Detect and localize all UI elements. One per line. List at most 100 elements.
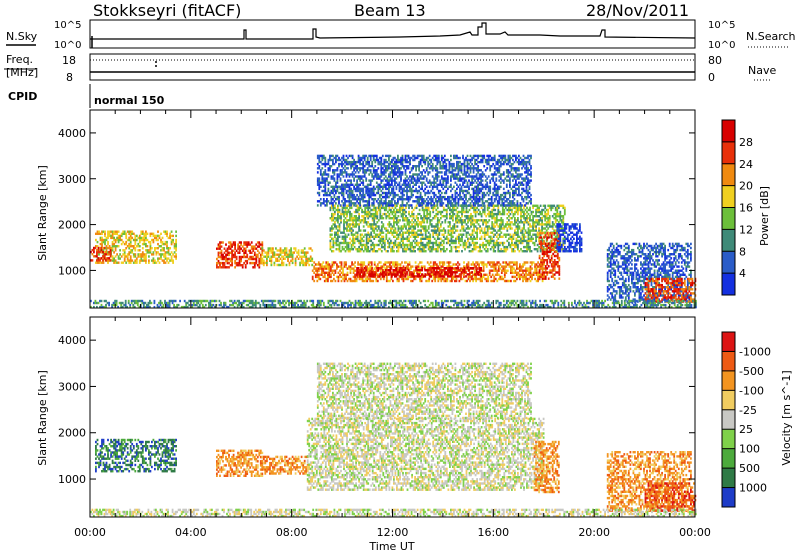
range-gate-cell — [545, 221, 548, 224]
range-gate-cell — [554, 231, 557, 234]
range-gate-cell — [350, 217, 353, 220]
range-gate-cell — [482, 263, 485, 266]
range-gate-cell — [389, 191, 392, 195]
range-gate-cell — [397, 241, 400, 245]
range-gate-cell — [515, 245, 518, 249]
range-gate-cell — [494, 250, 497, 253]
range-gate-cell — [465, 243, 468, 247]
range-gate-cell — [354, 165, 357, 168]
range-gate-cell — [114, 249, 117, 252]
range-gate-cell — [541, 208, 543, 212]
range-gate-cell — [456, 219, 459, 222]
range-gate-cell — [402, 215, 404, 218]
range-gate-cell — [459, 239, 462, 243]
range-gate-cell — [337, 219, 339, 222]
range-gate-cell — [373, 231, 376, 234]
range-gate-cell — [495, 243, 498, 247]
range-gate-cell — [492, 239, 495, 243]
range-gate-cell — [426, 279, 429, 283]
range-gate-cell — [331, 279, 334, 283]
range-gate-cell — [349, 223, 351, 226]
range-gate-cell — [525, 273, 527, 276]
range-gate-cell — [373, 219, 376, 222]
range-gate-cell — [418, 177, 420, 180]
range-gate-cell — [342, 191, 345, 195]
range-gate-cell — [381, 269, 384, 272]
range-gate-cell — [427, 239, 430, 243]
range-gate-cell — [273, 251, 276, 254]
range-gate-cell — [413, 271, 415, 274]
range-gate-cell — [345, 171, 348, 174]
range-gate-cell — [220, 241, 223, 244]
range-gate-cell — [152, 251, 155, 254]
range-gate-cell — [313, 265, 316, 268]
range-gate-cell — [338, 156, 340, 160]
range-gate-cell — [562, 237, 565, 240]
range-gate-cell — [226, 257, 229, 261]
range-gate-cell — [548, 223, 551, 226]
range-gate-cell — [359, 275, 361, 278]
range-gate-cell — [397, 154, 399, 158]
range-gate-cell — [393, 229, 395, 232]
range-gate-cell — [337, 221, 339, 224]
range-gate-cell — [371, 202, 374, 205]
range-gate-cell — [438, 210, 441, 214]
range-gate-cell — [458, 215, 460, 218]
range-gate-cell — [294, 247, 297, 250]
range-gate-cell — [269, 247, 271, 250]
range-gate-cell — [364, 229, 367, 232]
range-gate-cell — [108, 246, 110, 250]
range-gate-cell — [408, 229, 410, 232]
range-gate-cell — [384, 263, 387, 266]
range-gate-cell — [390, 267, 393, 270]
range-gate-cell — [111, 257, 114, 260]
range-gate-cell — [432, 231, 435, 234]
range-gate-cell — [556, 210, 559, 214]
range-gate-cell — [169, 259, 171, 262]
range-gate-cell — [471, 219, 474, 222]
range-gate-cell — [350, 206, 353, 210]
range-gate-cell — [505, 261, 508, 264]
range-gate-cell — [105, 257, 108, 260]
range-gate-cell — [316, 177, 319, 180]
range-gate-cell — [102, 247, 105, 250]
range-gate-cell — [340, 212, 342, 216]
range-gate-cell — [128, 232, 131, 235]
range-gate-cell — [505, 271, 508, 274]
range-gate-cell — [451, 267, 454, 270]
range-gate-cell — [329, 229, 332, 232]
range-gate-cell — [330, 273, 332, 276]
range-gate-cell — [348, 277, 350, 281]
range-gate-cell — [493, 263, 496, 266]
range-gate-cell — [375, 269, 378, 272]
range-gate-cell — [526, 219, 528, 222]
range-gate-cell — [276, 263, 279, 267]
range-gate-cell — [356, 250, 359, 253]
range-gate-cell — [383, 227, 386, 230]
range-gate-cell — [327, 183, 330, 186]
range-gate-cell — [542, 208, 545, 212]
range-gate-cell — [378, 183, 381, 186]
range-gate-cell — [219, 247, 221, 250]
range-gate-cell — [267, 249, 270, 252]
range-gate-cell — [349, 277, 352, 281]
range-gate-cell — [97, 257, 100, 260]
range-gate-cell — [382, 245, 385, 249]
range-gate-cell — [430, 250, 433, 253]
range-gate-cell — [427, 217, 430, 220]
range-gate-cell — [471, 221, 474, 224]
range-gate-cell — [303, 261, 306, 265]
range-gate-cell — [374, 154, 377, 158]
range-gate-cell — [355, 219, 357, 222]
range-gate-cell — [345, 167, 348, 170]
range-gate-cell — [252, 255, 255, 259]
range-gate-cell — [497, 210, 500, 214]
range-gate-cell — [479, 212, 481, 216]
range-gate-cell — [406, 187, 408, 191]
range-gate-cell — [521, 210, 524, 214]
range-gate-cell — [370, 239, 373, 243]
range-gate-cell — [452, 208, 454, 212]
range-gate-cell — [359, 202, 361, 205]
range-gate-cell — [388, 215, 391, 218]
range-gate-cell — [134, 234, 137, 238]
